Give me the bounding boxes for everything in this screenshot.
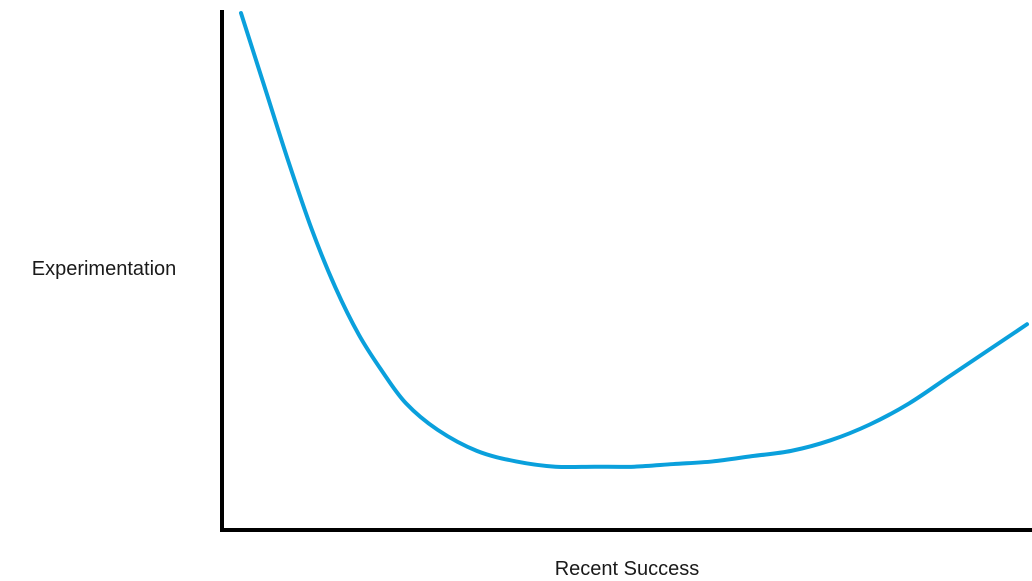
plot-area bbox=[220, 10, 1032, 532]
y-axis-label: Experimentation bbox=[32, 258, 177, 280]
series-layer bbox=[239, 11, 1029, 470]
series-line-0 bbox=[239, 11, 1029, 470]
x-axis-label: Recent Success bbox=[555, 558, 700, 580]
